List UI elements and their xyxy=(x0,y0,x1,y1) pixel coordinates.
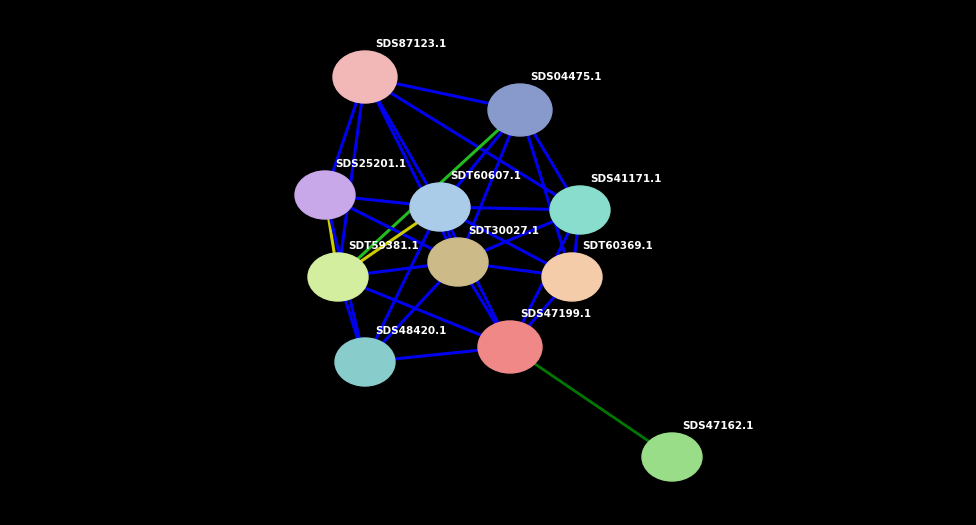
Ellipse shape xyxy=(642,433,702,481)
Ellipse shape xyxy=(428,238,488,286)
Text: SDS87123.1: SDS87123.1 xyxy=(375,39,446,49)
Text: SDS48420.1: SDS48420.1 xyxy=(375,326,446,336)
Text: SDT60607.1: SDT60607.1 xyxy=(450,171,521,181)
Ellipse shape xyxy=(478,321,542,373)
Text: SDT59381.1: SDT59381.1 xyxy=(348,241,419,251)
Text: SDS41171.1: SDS41171.1 xyxy=(590,174,662,184)
Ellipse shape xyxy=(295,171,355,219)
Ellipse shape xyxy=(335,338,395,386)
Text: SDS25201.1: SDS25201.1 xyxy=(335,159,406,169)
Text: SDS47162.1: SDS47162.1 xyxy=(682,421,753,431)
Ellipse shape xyxy=(488,84,552,136)
Ellipse shape xyxy=(542,253,602,301)
Ellipse shape xyxy=(550,186,610,234)
Ellipse shape xyxy=(333,51,397,103)
Ellipse shape xyxy=(410,183,470,231)
Text: SDS04475.1: SDS04475.1 xyxy=(530,72,601,82)
Text: SDS47199.1: SDS47199.1 xyxy=(520,309,591,319)
Text: SDT30027.1: SDT30027.1 xyxy=(468,226,539,236)
Text: SDT60369.1: SDT60369.1 xyxy=(582,241,653,251)
Ellipse shape xyxy=(308,253,368,301)
